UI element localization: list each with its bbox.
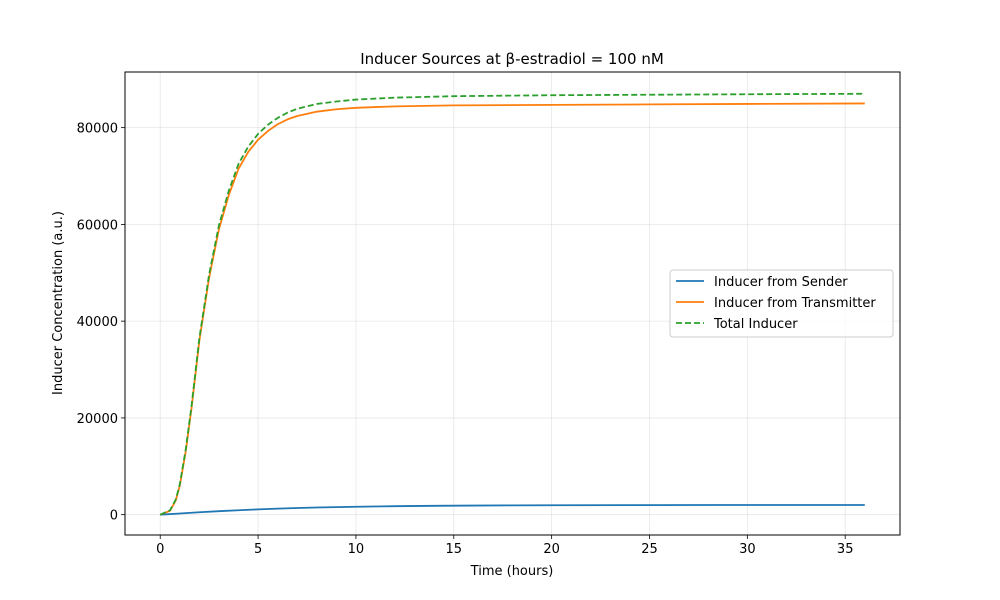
legend-box — [669, 269, 894, 338]
chart-title: Inducer Sources at β-estradiol = 100 nM — [360, 50, 664, 68]
series-line-1 — [160, 504, 865, 516]
x-tick-label: 35 — [837, 542, 854, 557]
y-tick-label: 20000 — [77, 412, 118, 427]
x-tick-label: 5 — [254, 542, 262, 557]
plot-frame — [124, 71, 901, 536]
series-line-2 — [159, 102, 865, 516]
legend-label-1: Inducer from Sender — [714, 275, 848, 290]
x-tick-label: 15 — [446, 542, 463, 557]
legend-label-2: Inducer from Transmitter — [714, 296, 876, 311]
y-tick-label: 80000 — [77, 122, 118, 137]
y-tick-label: 40000 — [77, 315, 118, 330]
y-axis-ticks: 0 20000 40000 60000 80000 — [77, 122, 125, 524]
series-line-3 — [159, 92, 865, 516]
series-group — [159, 92, 865, 516]
x-tick-label: 0 — [156, 542, 164, 557]
y-tick-label: 60000 — [77, 218, 118, 233]
legend-label-3: Total Inducer — [713, 317, 798, 332]
grid-lines — [125, 72, 900, 535]
y-axis-label: Inducer Concentration (a.u.) — [51, 211, 66, 395]
legend: Inducer from Sender Inducer from Transmit… — [669, 269, 894, 338]
x-tick-label: 30 — [739, 542, 756, 557]
x-tick-label: 25 — [641, 542, 658, 557]
x-axis-label: Time (hours) — [470, 564, 554, 579]
x-tick-label: 10 — [348, 542, 365, 557]
x-tick-label: 20 — [543, 542, 560, 557]
x-axis-ticks: 0 5 10 15 20 25 30 35 — [156, 535, 853, 557]
y-tick-label: 0 — [110, 509, 118, 524]
